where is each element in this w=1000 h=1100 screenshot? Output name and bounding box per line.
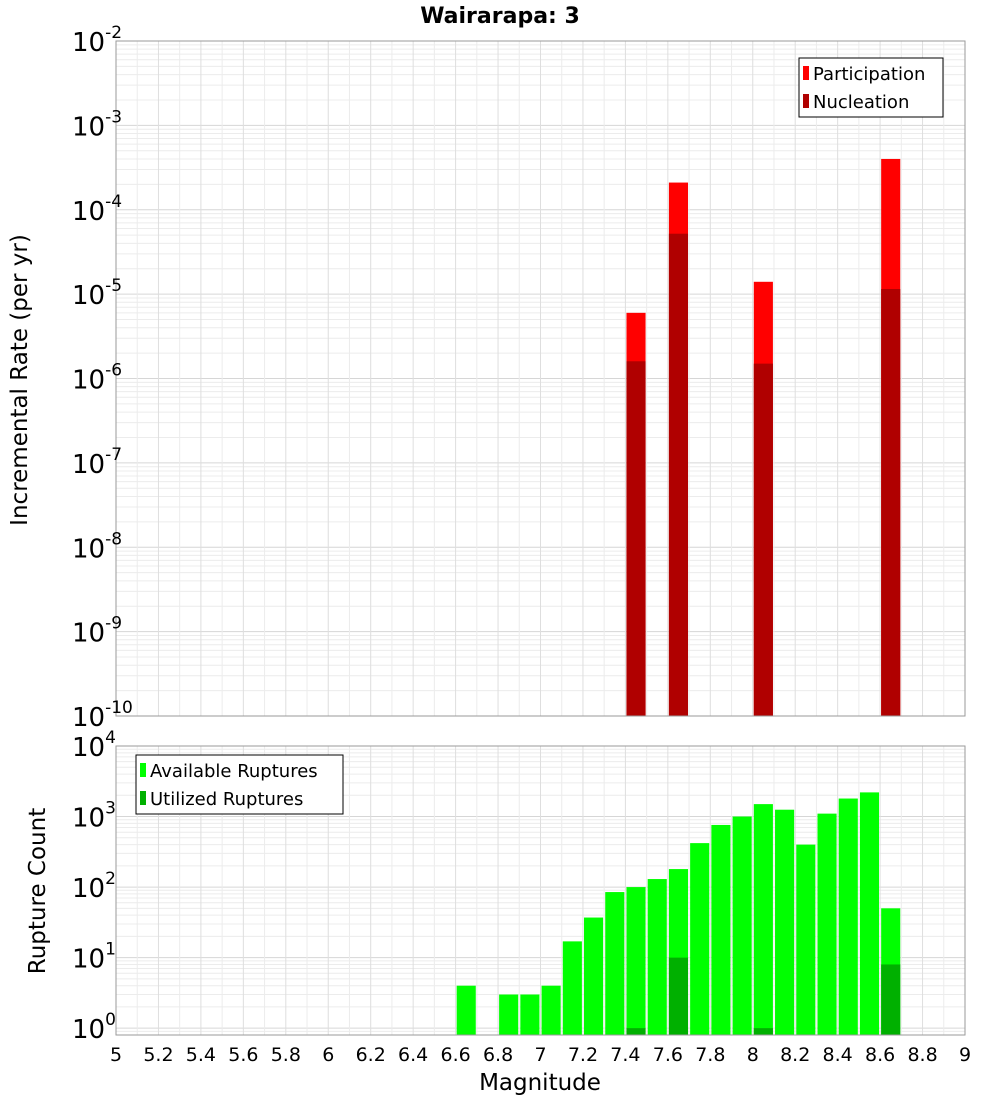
available-ruptures-bar [859,792,880,1035]
legend-label-available-ruptures: Available Ruptures [150,761,318,782]
x-tick-label: 6 [322,1044,334,1066]
bottom-y-tick-label: 104 [72,728,116,763]
available-ruptures-bar [753,804,773,1035]
top-y-tick-label: 10-7 [72,445,122,480]
bottom-y-axis-label: Rupture Count [25,808,51,974]
top-y-tick-labels: 10-10 10-9 10-8 10-7 10-6 10-5 10-4 10-3 10-2 [72,23,133,733]
x-tick-label: 8 [747,1044,759,1066]
x-tick-label: 6.8 [483,1044,513,1066]
x-tick-label: 8.2 [780,1044,810,1066]
x-tick-label: 6.4 [398,1044,428,1066]
available-ruptures-bar [520,994,540,1035]
available-ruptures-bar [605,892,625,1035]
x-tick-labels: 5 5.2 5.4 5.6 5.8 6 6.2 6.4 6.6 6.8 7 7.2 7.4 7.6 7.8 8… [110,1044,971,1066]
top-y-tick-label: 10-2 [72,23,122,58]
available-ruptures-bar [456,985,476,1035]
available-ruptures-bar [499,994,519,1035]
x-tick-label: 7.4 [610,1044,640,1066]
bottom-y-tick-label: 103 [72,799,116,834]
available-ruptures-bar [732,816,752,1035]
x-tick-label: 7.8 [695,1044,725,1066]
x-tick-label: 8.6 [865,1044,895,1066]
bottom-y-tick-label: 101 [72,940,116,975]
top-plot-frame [115,40,966,717]
x-tick-label: 9 [959,1044,971,1066]
bottom-y-tick-label: 100 [72,1010,116,1045]
legend-label-participation: Participation [813,64,925,85]
x-tick-label: 6.2 [356,1044,386,1066]
bottom-bars [456,792,901,1035]
x-tick-label: 8.4 [823,1044,853,1066]
top-y-tick-label: 10-8 [72,529,122,564]
x-tick-label: 6.6 [440,1044,470,1066]
top-grid [115,41,966,717]
legend-swatch-utilized-ruptures [140,791,146,805]
utilized-ruptures-bar [753,1028,773,1035]
available-ruptures-bar [626,887,646,1035]
available-ruptures-bar [562,941,582,1035]
utilized-ruptures-bar [668,957,689,1035]
x-tick-label: 7 [534,1044,546,1066]
legend-label-nucleation: Nucleation [813,92,909,113]
top-y-tick-label: 10-3 [72,107,122,142]
nucleation-bar [753,363,773,716]
bottom-legend: Available Ruptures Utilized Ruptures [135,754,344,815]
utilized-ruptures-bar [626,1028,646,1035]
bottom-plot-frame [115,745,966,1036]
top-y-tick-label: 10-4 [72,192,122,227]
x-tick-label: 7.2 [568,1044,598,1066]
bottom-legend-box [135,754,344,815]
x-tick-label: 5.2 [143,1044,173,1066]
top-y-tick-label: 10-5 [72,276,122,311]
top-bars [626,158,901,717]
available-ruptures-bar [817,813,837,1035]
available-ruptures-bar [796,844,816,1035]
top-y-tick-label: 10-9 [72,614,122,649]
nucleation-bar [626,361,646,716]
x-tick-label: 8.8 [907,1044,937,1066]
available-ruptures-bar [690,843,710,1035]
nucleation-bar [881,289,901,716]
available-ruptures-bar [647,879,667,1035]
utilized-ruptures-bar [881,964,901,1035]
x-tick-label: 5.4 [186,1044,216,1066]
available-ruptures-bar [541,985,561,1035]
bottom-y-tick-labels: 100 101 102 103 104 [72,728,116,1045]
x-tick-label: 5.8 [271,1044,301,1066]
chart-title: Wairarapa: 3 [420,4,580,29]
top-y-tick-label: 10-6 [72,361,122,396]
nucleation-bar [668,233,689,716]
bottom-y-tick-label: 102 [72,869,116,904]
legend-swatch-nucleation [803,94,809,108]
legend-label-utilized-ruptures: Utilized Ruptures [150,789,303,810]
available-ruptures-bar [775,809,795,1035]
x-tick-label: 5 [110,1044,122,1066]
top-legend-box [798,57,944,118]
top-y-axis-label: Incremental Rate (per yr) [7,234,33,526]
x-axis-label: Magnitude [479,1070,601,1096]
available-ruptures-bar [584,917,604,1035]
legend-swatch-available-ruptures [140,763,146,777]
legend-swatch-participation [803,66,809,80]
top-legend: Participation Nucleation [798,57,944,118]
available-ruptures-bar [838,798,858,1035]
available-ruptures-bar [711,824,731,1035]
top-y-tick-label: 10-10 [72,698,133,733]
x-tick-label: 7.6 [653,1044,683,1066]
x-tick-label: 5.6 [228,1044,258,1066]
